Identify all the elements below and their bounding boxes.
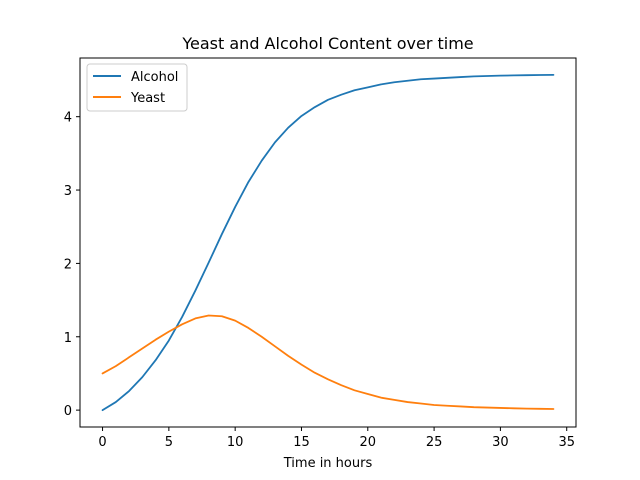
y-axis: 0 1 2 3 4 bbox=[64, 111, 80, 419]
x-axis: 0 5 10 15 20 25 30 35 bbox=[98, 427, 575, 450]
legend-label-yeast: Yeast bbox=[130, 91, 165, 106]
x-tick-label: 25 bbox=[426, 435, 443, 450]
series-line-yeast bbox=[101, 314, 555, 410]
y-tick-label: 3 bbox=[64, 184, 72, 199]
legend: Alcohol Yeast bbox=[86, 63, 188, 112]
y-tick-label: 1 bbox=[64, 331, 72, 346]
x-tick-label: 15 bbox=[293, 435, 310, 450]
chart-title: Yeast and Alcohol Content over time bbox=[181, 34, 473, 53]
x-tick-label: 10 bbox=[227, 435, 244, 450]
x-tick-label: 35 bbox=[558, 435, 575, 450]
x-tick-label: 0 bbox=[98, 435, 106, 450]
series-layer bbox=[101, 73, 555, 412]
plot-frame bbox=[79, 57, 577, 428]
x-tick-label: 30 bbox=[492, 435, 509, 450]
legend-label-alcohol: Alcohol bbox=[131, 70, 178, 85]
series-line-alcohol bbox=[101, 73, 555, 412]
x-axis-label: Time in hours bbox=[283, 456, 373, 471]
x-tick-label: 5 bbox=[165, 435, 173, 450]
y-tick-label: 0 bbox=[64, 404, 72, 419]
y-tick-label: 4 bbox=[64, 111, 72, 126]
x-tick-label: 20 bbox=[360, 435, 377, 450]
y-tick-label: 2 bbox=[64, 257, 72, 272]
